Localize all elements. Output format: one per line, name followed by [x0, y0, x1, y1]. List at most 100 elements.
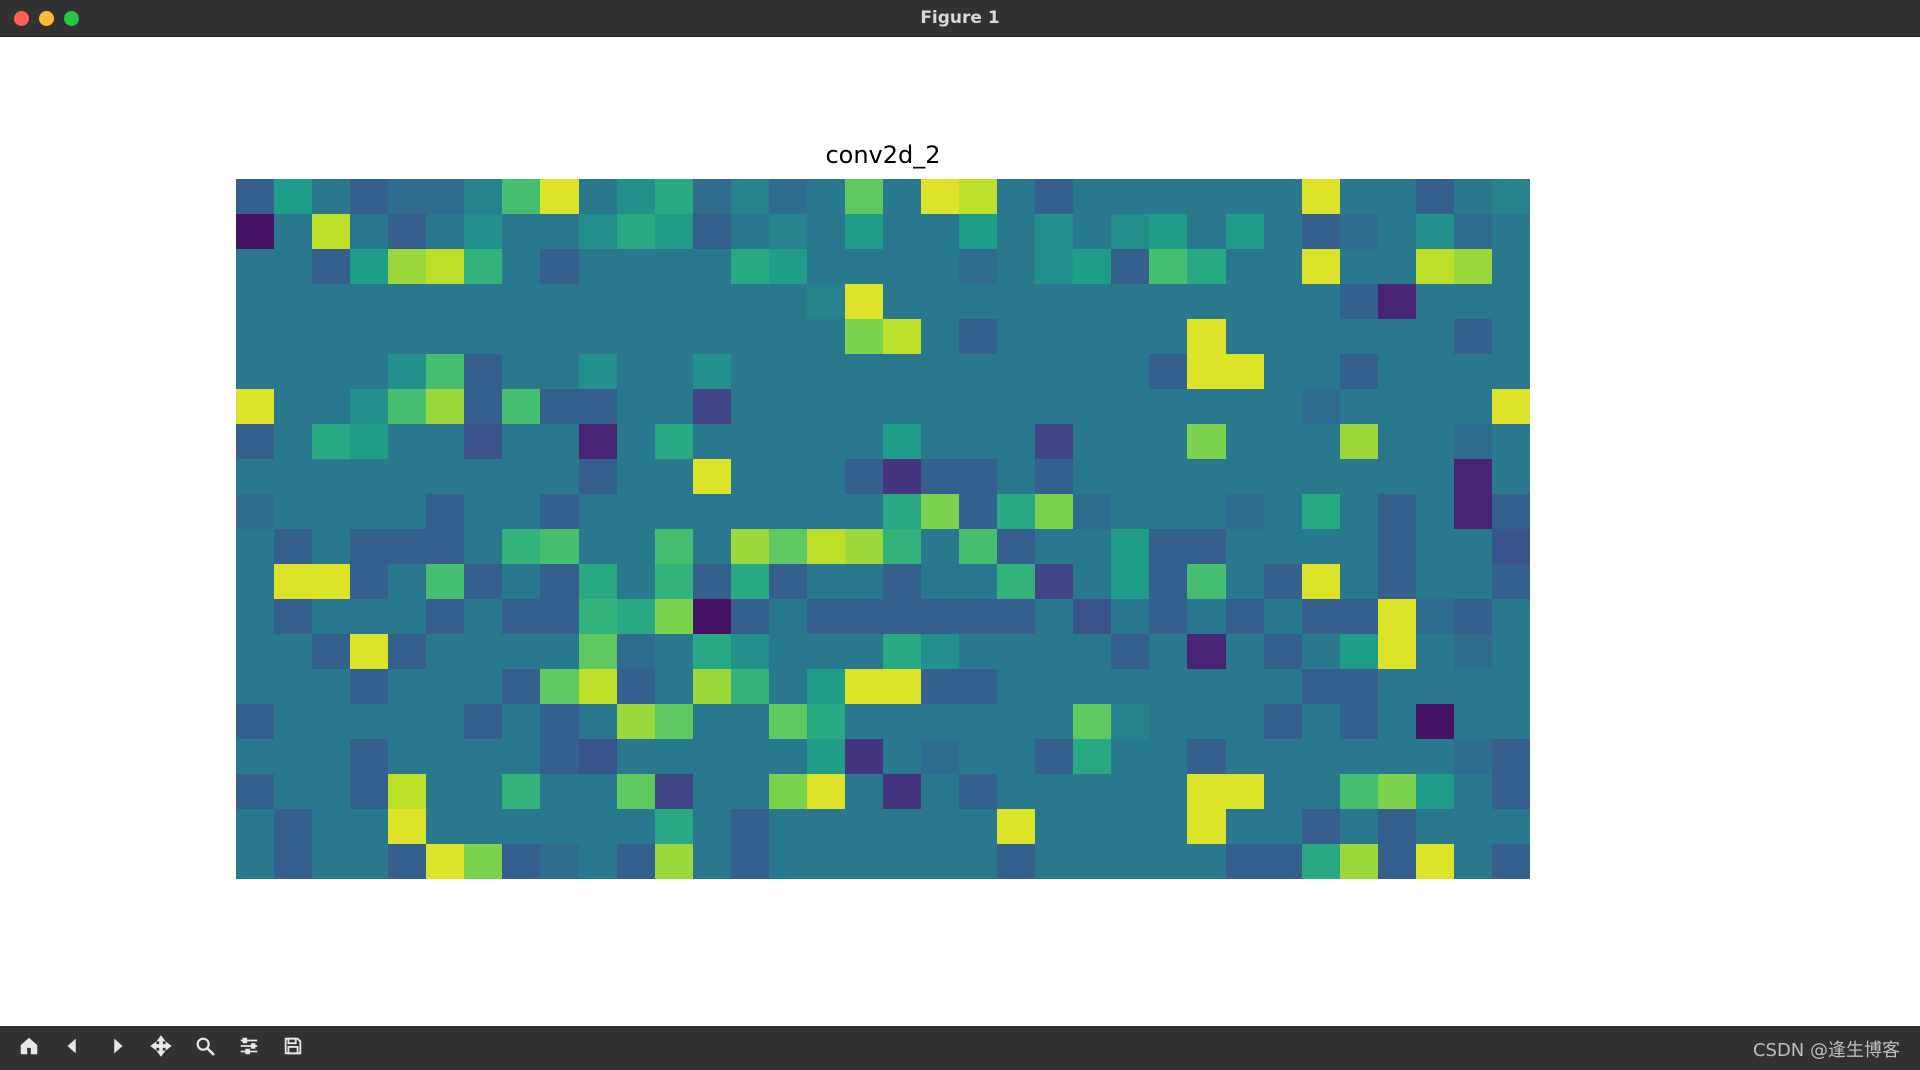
heatmap-cell — [274, 529, 312, 564]
heatmap-cell — [1416, 844, 1454, 879]
heatmap-cell — [845, 599, 883, 634]
forward-button[interactable] — [96, 1030, 138, 1066]
heatmap-cell — [845, 494, 883, 529]
heatmap-cell — [1378, 424, 1416, 459]
heatmap-cell — [693, 739, 731, 774]
heatmap-cell — [502, 704, 540, 739]
heatmap-cell — [921, 599, 959, 634]
heatmap-cell — [1378, 669, 1416, 704]
heatmap-cell — [655, 214, 693, 249]
heatmap-cell — [1187, 459, 1225, 494]
heatmap-cell — [1302, 354, 1340, 389]
heatmap-cell — [502, 634, 540, 669]
heatmap-cell — [997, 494, 1035, 529]
heatmap-cell — [350, 844, 388, 879]
heatmap-cell — [1187, 599, 1225, 634]
heatmap-cell — [1187, 494, 1225, 529]
heatmap-cell — [579, 319, 617, 354]
heatmap-cell — [426, 634, 464, 669]
heatmap-cell — [1187, 389, 1225, 424]
heatmap-cell — [807, 809, 845, 844]
window-zoom-button[interactable] — [64, 11, 79, 26]
zoom-button[interactable] — [184, 1030, 226, 1066]
heatmap-cell — [1226, 284, 1264, 319]
back-button[interactable] — [52, 1030, 94, 1066]
heatmap-cell — [540, 389, 578, 424]
heatmap-cell — [1264, 284, 1302, 319]
heatmap-cell — [579, 529, 617, 564]
heatmap-cell — [693, 249, 731, 284]
heatmap-cell — [236, 179, 274, 214]
heatmap-cell — [1340, 564, 1378, 599]
heatmap-cell — [997, 249, 1035, 284]
heatmap-cell — [617, 564, 655, 599]
heatmap-cell — [1492, 774, 1530, 809]
heatmap-cell — [655, 844, 693, 879]
heatmap-cell — [1073, 809, 1111, 844]
heatmap-cell — [502, 844, 540, 879]
heatmap-cell — [769, 389, 807, 424]
heatmap-cell — [1035, 844, 1073, 879]
heatmap-cell — [1264, 214, 1302, 249]
heatmap-cell — [388, 704, 426, 739]
heatmap-cell — [1264, 809, 1302, 844]
heatmap-cell — [312, 424, 350, 459]
heatmap-cell — [1340, 459, 1378, 494]
heatmap-cell — [1149, 214, 1187, 249]
heatmap-cell — [1187, 669, 1225, 704]
heatmap-cell — [1378, 564, 1416, 599]
home-button[interactable] — [8, 1030, 50, 1066]
heatmap-cell — [1035, 599, 1073, 634]
heatmap-cell — [1454, 354, 1492, 389]
heatmap-cell — [1187, 739, 1225, 774]
heatmap-cell — [236, 634, 274, 669]
figure-canvas[interactable]: conv2d_2 — [0, 37, 1920, 1026]
heatmap-cell — [502, 494, 540, 529]
configure-subplots-button[interactable] — [228, 1030, 270, 1066]
heatmap-cell — [1149, 704, 1187, 739]
heatmap-cell — [1035, 459, 1073, 494]
heatmap-cell — [1264, 354, 1302, 389]
heatmap-cell — [350, 669, 388, 704]
heatmap-cell — [540, 249, 578, 284]
window-close-button[interactable] — [14, 11, 29, 26]
heatmap-cell — [540, 214, 578, 249]
heatmap-cell — [845, 319, 883, 354]
heatmap-cell — [464, 599, 502, 634]
heatmap-cell — [883, 214, 921, 249]
heatmap-cell — [1492, 844, 1530, 879]
heatmap-cell — [731, 739, 769, 774]
heatmap-cell — [617, 249, 655, 284]
heatmap-cell — [388, 249, 426, 284]
heatmap-cell — [426, 494, 464, 529]
heatmap-cell — [845, 809, 883, 844]
heatmap-cell — [388, 774, 426, 809]
heatmap-cell — [540, 704, 578, 739]
heatmap-cell — [921, 844, 959, 879]
heatmap-cell — [426, 249, 464, 284]
heatmap-cell — [1226, 459, 1264, 494]
window-minimize-button[interactable] — [39, 11, 54, 26]
heatmap-cell — [350, 459, 388, 494]
heatmap-cell — [1340, 284, 1378, 319]
heatmap-cell — [883, 599, 921, 634]
heatmap-cell — [312, 809, 350, 844]
heatmap-cell — [997, 319, 1035, 354]
heatmap-cell — [1111, 424, 1149, 459]
heatmap-cell — [1264, 179, 1302, 214]
plot-area: conv2d_2 — [236, 141, 1530, 879]
heatmap-cell — [1111, 389, 1149, 424]
heatmap-cell — [1492, 739, 1530, 774]
heatmap-cell — [312, 739, 350, 774]
heatmap-cell — [464, 704, 502, 739]
heatmap-cell — [617, 809, 655, 844]
heatmap-cell — [1264, 494, 1302, 529]
heatmap-cell — [464, 424, 502, 459]
heatmap-cell — [769, 494, 807, 529]
heatmap-cell — [807, 459, 845, 494]
heatmap-cell — [807, 564, 845, 599]
pan-button[interactable] — [140, 1030, 182, 1066]
heatmap-cell — [921, 179, 959, 214]
heatmap-cell — [1073, 739, 1111, 774]
save-button[interactable] — [272, 1030, 314, 1066]
